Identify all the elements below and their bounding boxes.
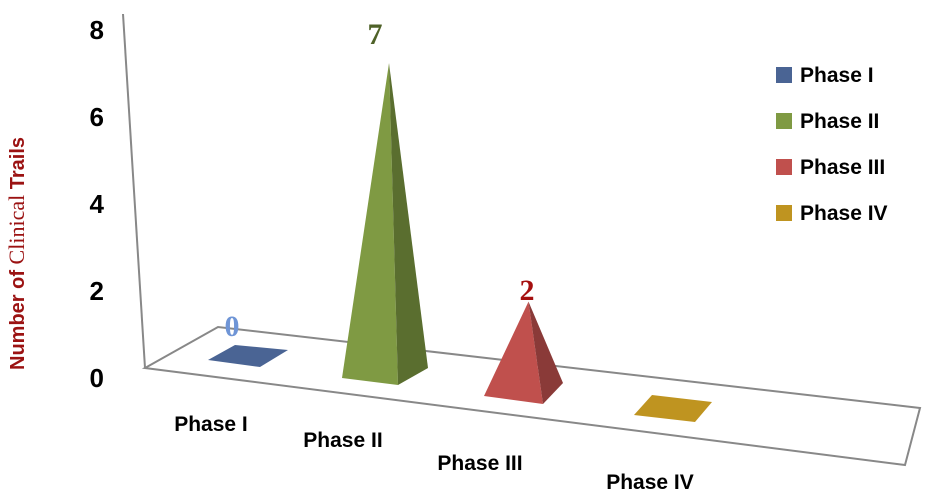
back-wall-axis-line [122, 13, 146, 369]
chart-frame [122, 13, 922, 467]
pyramid-front-face [484, 301, 543, 404]
data-label: 2 [520, 274, 535, 307]
legend-swatch [776, 113, 792, 129]
floor-plane [141, 325, 922, 467]
legend-item: Phase III [776, 156, 885, 179]
legend-swatch [776, 159, 792, 175]
pyramid-phase-ii: 7 [342, 18, 428, 386]
y-axis-label-part-3: Trails [7, 137, 29, 195]
x-tick-label: Phase III [437, 452, 522, 475]
legend-item: Phase II [776, 110, 879, 133]
pyramid-phase-iii: 2 [484, 274, 563, 404]
legend-swatch [776, 67, 792, 83]
legend-label: Phase IV [800, 202, 888, 225]
x-tick-label: Phase IV [606, 471, 694, 494]
y-axis-label: Number of Clinical Trails [4, 137, 29, 370]
legend-swatch [776, 205, 792, 221]
legend-label: Phase III [800, 156, 885, 179]
x-tick-label: Phase I [174, 413, 248, 436]
y-tick-label: 8 [90, 15, 104, 45]
pyramid-side-face [528, 301, 563, 404]
pyramid-phase-iv [634, 395, 712, 422]
y-tick-label: 0 [90, 363, 104, 393]
legend-item: Phase IV [776, 202, 888, 225]
data-label: 0 [225, 310, 240, 343]
y-tick-label: 4 [90, 189, 105, 219]
pyramid-side-face [389, 63, 428, 386]
pyramid-front-face [342, 63, 398, 386]
legend-item: Phase I [776, 64, 874, 87]
flat-base [634, 395, 712, 422]
flat-base [208, 345, 288, 367]
y-axis-label-part-2: Clinical [4, 195, 29, 265]
legend-label: Phase I [800, 64, 874, 87]
y-tick-label: 2 [90, 276, 104, 306]
legend-label: Phase II [800, 110, 879, 133]
data-label: 7 [368, 18, 383, 51]
pyramid-phase-i: 0 [208, 310, 288, 367]
y-tick-label: 6 [90, 102, 104, 132]
x-tick-label: Phase II [303, 429, 382, 452]
y-axis-label-part-1: Number of [7, 264, 29, 370]
